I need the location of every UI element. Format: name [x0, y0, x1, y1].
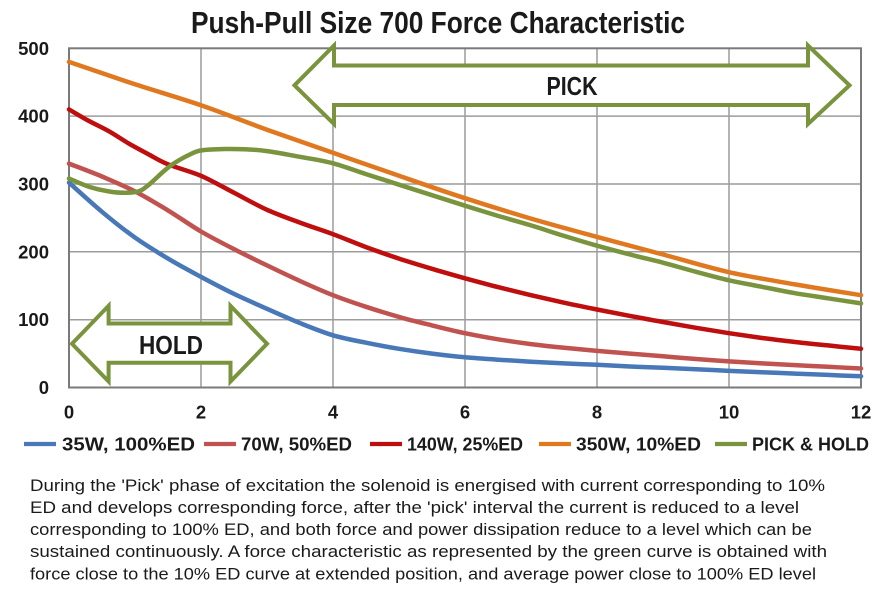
svg-text:0: 0: [64, 402, 74, 423]
svg-text:400: 400: [18, 106, 49, 127]
svg-text:corresponding to 100% ED, and: corresponding to 100% ED, and both force…: [30, 520, 812, 539]
svg-text:sustained continuously. A forc: sustained continuously. A force characte…: [30, 542, 827, 561]
svg-text:PICK & HOLD: PICK & HOLD: [752, 435, 869, 455]
svg-text:12: 12: [851, 402, 872, 423]
svg-text:350W, 10%ED: 350W, 10%ED: [576, 435, 701, 455]
svg-text:PICK: PICK: [547, 71, 598, 101]
svg-text:During the 'Pick' phase of exc: During the 'Pick' phase of excitation th…: [30, 476, 825, 495]
svg-text:140W, 25%ED: 140W, 25%ED: [407, 435, 523, 455]
svg-text:0: 0: [39, 377, 49, 398]
svg-text:300: 300: [18, 174, 49, 195]
svg-text:force close to the 10% ED curv: force close to the 10% ED curve at exten…: [30, 564, 816, 583]
svg-text:HOLD: HOLD: [139, 330, 203, 360]
svg-text:500: 500: [18, 38, 49, 59]
svg-text:100: 100: [18, 309, 49, 330]
svg-text:35W, 100%ED: 35W, 100%ED: [62, 435, 195, 455]
svg-text:8: 8: [592, 402, 602, 423]
svg-text:10: 10: [719, 402, 740, 423]
svg-text:200: 200: [18, 241, 49, 262]
svg-text:ED and develops corresponding: ED and develops corresponding force, aft…: [30, 498, 799, 517]
svg-text:70W, 50%ED: 70W, 50%ED: [241, 435, 352, 455]
svg-text:2: 2: [196, 402, 206, 423]
svg-text:6: 6: [460, 402, 470, 423]
svg-text:4: 4: [328, 402, 339, 423]
svg-text:Push-Pull Size 700 Force Chara: Push-Pull Size 700 Force Characteristic: [191, 5, 685, 40]
